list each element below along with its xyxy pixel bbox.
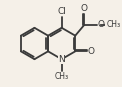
Text: N: N [58, 55, 65, 64]
Text: O: O [81, 4, 88, 13]
Text: Cl: Cl [57, 7, 66, 16]
Text: CH₃: CH₃ [107, 20, 121, 29]
Text: O: O [97, 20, 104, 29]
Text: CH₃: CH₃ [55, 72, 69, 81]
Text: O: O [88, 47, 95, 56]
